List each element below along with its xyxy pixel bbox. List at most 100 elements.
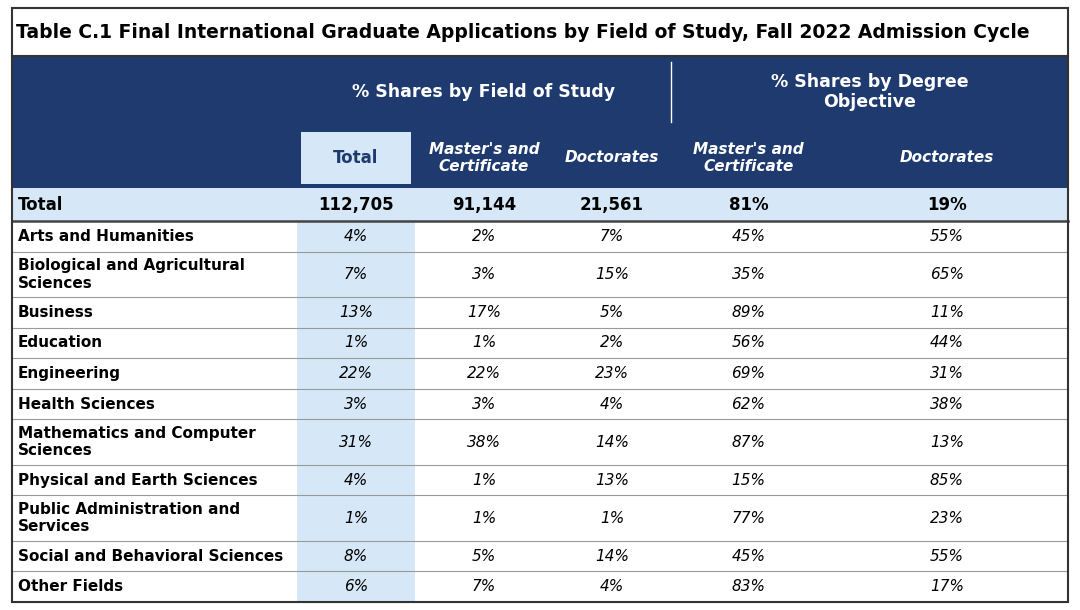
Text: Health Sciences: Health Sciences [18,396,154,412]
Text: 83%: 83% [731,580,766,594]
Text: 38%: 38% [467,434,501,450]
Text: 14%: 14% [595,434,629,450]
Bar [12,389,1068,420]
Text: 6%: 6% [343,580,368,594]
Bar [12,572,1068,602]
Text: 44%: 44% [930,336,964,350]
Text: 3%: 3% [472,267,496,282]
Text: 2%: 2% [599,336,624,350]
Bar [12,56,1068,188]
Text: 13%: 13% [339,305,373,320]
Text: 38%: 38% [930,396,964,412]
Text: Other Fields: Other Fields [18,580,123,594]
Text: 21,561: 21,561 [580,196,644,214]
Text: 56%: 56% [731,336,766,350]
Text: 1%: 1% [343,511,368,526]
Text: 17%: 17% [467,305,501,320]
Text: 7%: 7% [472,580,496,594]
Bar [12,297,1068,328]
Text: 112,705: 112,705 [319,196,394,214]
Bar [297,465,415,495]
Text: Physical and Earth Sciences: Physical and Earth Sciences [18,473,258,487]
Text: 89%: 89% [731,305,766,320]
Text: 22%: 22% [339,366,373,381]
Bar [301,132,411,184]
Text: 55%: 55% [930,229,964,244]
Bar [297,358,415,389]
Text: 3%: 3% [472,396,496,412]
Text: % Shares by Field of Study: % Shares by Field of Study [352,83,616,101]
Text: 65%: 65% [930,267,964,282]
Bar [297,221,415,252]
Text: Doctorates: Doctorates [565,151,659,165]
Bar [297,541,415,572]
Text: Education: Education [18,336,103,350]
Text: 11%: 11% [930,305,964,320]
Text: 13%: 13% [595,473,629,487]
Bar [12,252,1068,297]
Text: 4%: 4% [343,473,368,487]
Text: 85%: 85% [930,473,964,487]
Bar [12,328,1068,358]
Text: 8%: 8% [343,548,368,564]
Text: Master's and
Certificate: Master's and Certificate [693,142,804,174]
Bar [297,328,415,358]
Text: Mathematics and Computer
Sciences: Mathematics and Computer Sciences [18,426,256,458]
Text: 7%: 7% [599,229,624,244]
Text: 3%: 3% [343,396,368,412]
Text: Master's and
Certificate: Master's and Certificate [429,142,539,174]
Bar [297,297,415,328]
Bar [297,572,415,602]
Bar [297,420,415,465]
Bar [12,465,1068,495]
Text: Public Administration and
Services: Public Administration and Services [18,502,240,534]
Text: 35%: 35% [731,267,766,282]
Text: 62%: 62% [731,396,766,412]
Text: 4%: 4% [343,229,368,244]
Text: Arts and Humanities: Arts and Humanities [18,229,194,244]
Text: Engineering: Engineering [18,366,121,381]
Text: 1%: 1% [472,473,496,487]
Text: 4%: 4% [599,580,624,594]
Text: Table C.1 Final International Graduate Applications by Field of Study, Fall 2022: Table C.1 Final International Graduate A… [16,23,1029,41]
Text: 1%: 1% [343,336,368,350]
Bar [12,188,1068,221]
Text: 14%: 14% [595,548,629,564]
Bar [297,389,415,420]
Text: 1%: 1% [472,511,496,526]
Text: 69%: 69% [731,366,766,381]
Text: 4%: 4% [599,396,624,412]
Bar [297,495,415,541]
Bar [12,221,1068,252]
Text: 17%: 17% [930,580,964,594]
Text: 1%: 1% [472,336,496,350]
Text: 5%: 5% [472,548,496,564]
Text: 22%: 22% [467,366,501,381]
Bar [12,420,1068,465]
Text: 31%: 31% [930,366,964,381]
Text: 45%: 45% [731,229,766,244]
Bar [12,541,1068,572]
Text: Total: Total [18,196,64,214]
Bar [12,358,1068,389]
Bar [12,495,1068,541]
Text: 15%: 15% [595,267,629,282]
Text: 15%: 15% [731,473,766,487]
Text: % Shares by Degree
Objective: % Shares by Degree Objective [771,73,969,112]
Text: 23%: 23% [930,511,964,526]
Text: Business: Business [18,305,94,320]
Text: 19%: 19% [927,196,967,214]
Text: 81%: 81% [729,196,768,214]
Text: 77%: 77% [731,511,766,526]
Text: 55%: 55% [930,548,964,564]
Text: Total: Total [334,149,379,167]
Text: 45%: 45% [731,548,766,564]
Text: Doctorates: Doctorates [900,151,995,165]
Text: Biological and Agricultural
Sciences: Biological and Agricultural Sciences [18,258,245,290]
Text: 31%: 31% [339,434,373,450]
Text: 87%: 87% [731,434,766,450]
Text: 5%: 5% [599,305,624,320]
Text: 7%: 7% [343,267,368,282]
Text: Social and Behavioral Sciences: Social and Behavioral Sciences [18,548,283,564]
Bar [297,252,415,297]
